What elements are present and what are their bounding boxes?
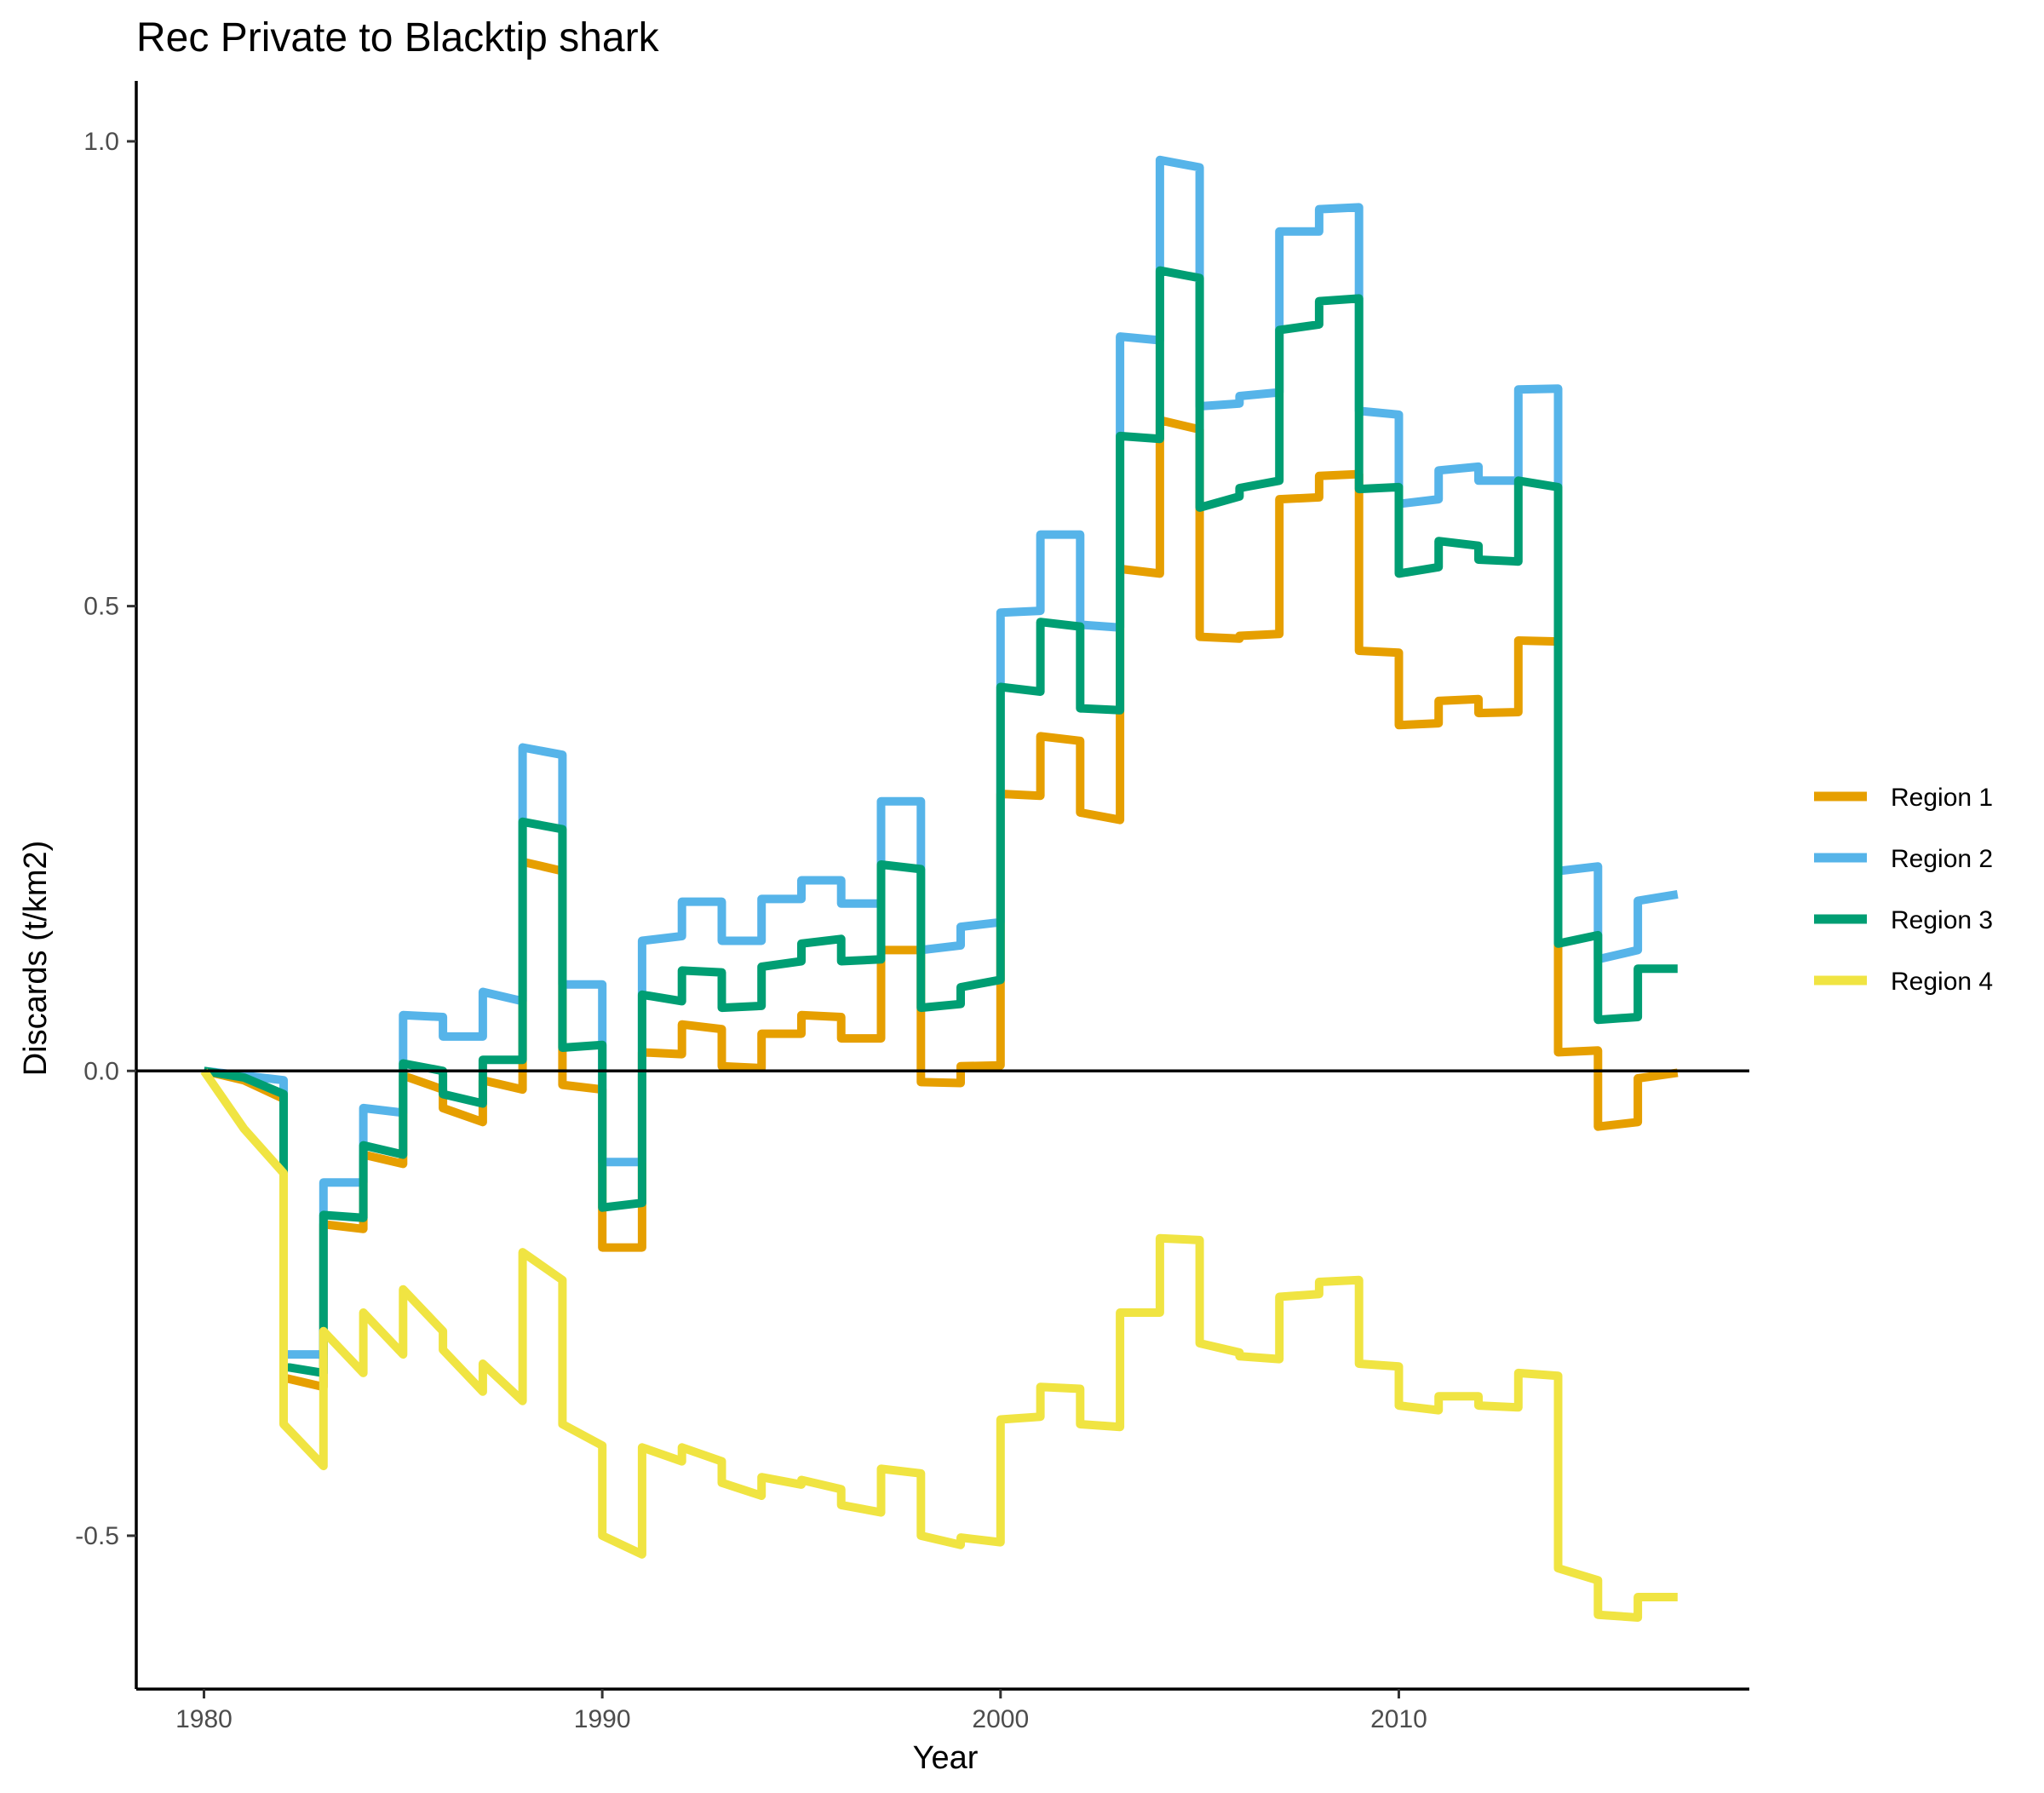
x-axis-label: Year	[913, 1740, 979, 1776]
series-layer	[200, 155, 1679, 1622]
y-axis-label: Discards (t/km2)	[18, 841, 54, 1077]
series-line-region-4	[200, 1068, 1678, 1622]
x-tick-label: 1980	[175, 1705, 233, 1733]
series-line-region-3	[203, 266, 1678, 1377]
legend: Region 1 Region 2 Region 3 Region 4	[1814, 784, 1993, 996]
x-tick-label: 2000	[972, 1705, 1029, 1733]
legend-label-region-1: Region 1	[1891, 784, 1993, 812]
series-line-region-2	[203, 155, 1679, 1359]
y-axis-ticks: -0.5 0.0 0.5 1.0	[75, 128, 136, 1550]
y-tick-label: 0.0	[83, 1057, 119, 1085]
x-tick-label: 1990	[574, 1705, 631, 1733]
legend-label-region-3: Region 3	[1891, 906, 1993, 934]
x-axis-ticks: 1980 1990 2000 2010	[175, 1689, 1427, 1733]
y-tick-label: -0.5	[75, 1522, 119, 1550]
x-tick-label: 2010	[1370, 1705, 1427, 1733]
legend-label-region-4: Region 4	[1891, 968, 1993, 996]
y-tick-label: 0.5	[83, 593, 119, 621]
series-line-region-1	[203, 416, 1679, 1392]
y-tick-label: 1.0	[83, 128, 119, 156]
chart-title: Rec Private to Blacktip shark	[136, 15, 660, 60]
legend-label-region-2: Region 2	[1891, 845, 1993, 873]
